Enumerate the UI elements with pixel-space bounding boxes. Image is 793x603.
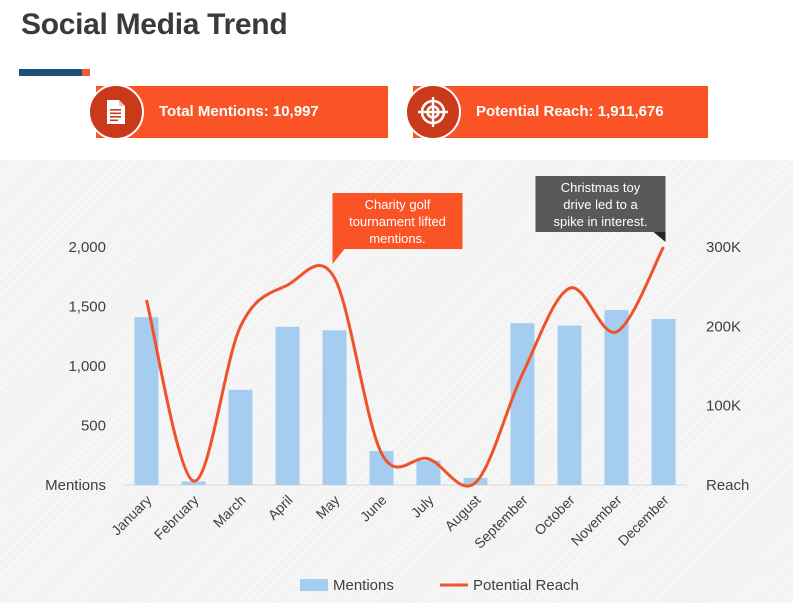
callout-text-line: drive led to a xyxy=(563,197,638,212)
title-accent-bar xyxy=(19,69,82,76)
y-left-tick-label: 500 xyxy=(81,418,106,435)
callout-pointer xyxy=(332,249,345,264)
kpi-potential-reach-label: Potential Reach: 1,911,676 xyxy=(476,103,664,120)
y-right-axis-label: Reach xyxy=(706,477,749,494)
line-potential-reach xyxy=(145,246,665,488)
y-right-tick-label: 300K xyxy=(706,239,741,256)
annotation-callout: Christmas toy drive led to a spike in inte… xyxy=(535,176,666,242)
bar-mentions xyxy=(322,330,347,485)
bar-mentions xyxy=(369,451,394,485)
callout-pointer xyxy=(653,232,666,242)
callout-text-line: spike in interest. xyxy=(554,214,648,229)
callout-text-line: mentions. xyxy=(369,231,425,246)
y-left-tick-label: 1,000 xyxy=(68,358,106,375)
bar-mentions xyxy=(181,481,206,485)
document-icon xyxy=(88,84,144,140)
x-tick-label: May xyxy=(313,492,343,522)
x-tick-label: February xyxy=(151,492,202,543)
y-right-tick-label: 100K xyxy=(706,398,741,415)
x-tick-label: June xyxy=(357,492,390,525)
y-right-tick-label: 200K xyxy=(706,318,741,335)
bar-mentions xyxy=(604,310,629,485)
callout-box xyxy=(332,193,463,249)
kpi-total-mentions: Total Mentions: 10,997 xyxy=(88,84,388,140)
page-title: Social Media Trend xyxy=(21,8,288,41)
target-icon xyxy=(405,84,461,140)
y-left-tick-label: 2,000 xyxy=(68,239,106,256)
legend-swatch-mentions xyxy=(300,579,328,591)
legend-label-reach: Potential Reach xyxy=(473,577,579,594)
kpi-total-mentions-label: Total Mentions: 10,997 xyxy=(159,103,319,120)
y-left-axis-label: Mentions xyxy=(45,477,106,494)
y-left-tick-label: 1,500 xyxy=(68,299,106,316)
callout-text-line: Christmas toy xyxy=(561,180,641,195)
x-tick-label: March xyxy=(210,492,249,531)
bar-mentions xyxy=(510,323,535,485)
annotation-callout: Charity golf tournament lifted mentions. xyxy=(332,193,463,264)
x-tick-label: October xyxy=(531,492,578,539)
bar-mentions xyxy=(557,325,582,485)
kpi-potential-reach: Potential Reach: 1,911,676 xyxy=(405,84,708,140)
bar-mentions xyxy=(275,326,300,485)
title-accent-tip xyxy=(82,69,90,76)
callout-box xyxy=(535,176,666,232)
x-tick-label: July xyxy=(408,492,437,521)
x-tick-label: January xyxy=(108,492,155,539)
legend-label-mentions: Mentions xyxy=(333,577,394,594)
callout-text-line: Charity golf xyxy=(365,197,431,212)
x-tick-label: August xyxy=(441,492,483,534)
callout-text-line: tournament lifted xyxy=(349,214,446,229)
bar-mentions xyxy=(228,389,253,485)
bar-mentions xyxy=(651,318,676,485)
x-tick-label: April xyxy=(264,492,295,523)
x-tick-label: December xyxy=(615,492,672,549)
